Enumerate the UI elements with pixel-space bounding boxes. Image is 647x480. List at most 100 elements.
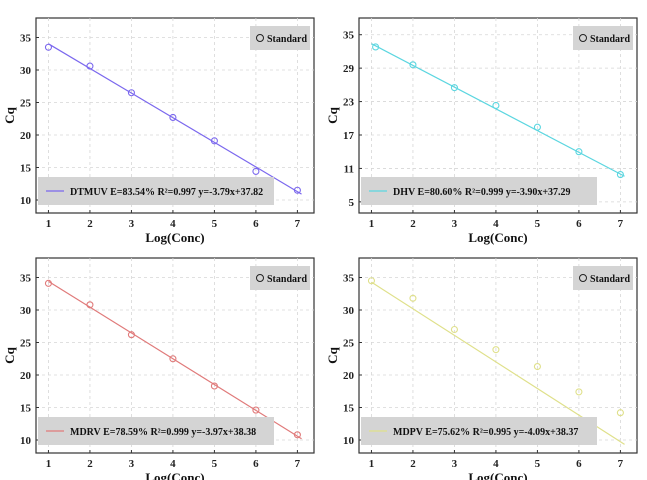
chart-panel-dhv: 1 2 3 4 5 6 7 5 11 17 23 29 35 Log(Conc) Cq Standard DHV… — [323, 0, 643, 245]
y-tick-label: 35 — [343, 273, 355, 285]
y-tick-label: 10 — [20, 435, 32, 447]
y-tick-label: 17 — [343, 130, 355, 142]
legend-label: Standard — [590, 274, 630, 285]
legend-box — [573, 26, 633, 50]
x-tick-label: 7 — [295, 218, 301, 230]
legend-label: Standard — [590, 34, 630, 45]
data-point — [44, 279, 52, 287]
y-tick-label: 10 — [343, 435, 355, 447]
x-tick-label: 3 — [129, 218, 135, 230]
x-tick-label: 1 — [369, 458, 375, 470]
data-point — [293, 431, 301, 439]
x-tick-label: 6 — [253, 218, 259, 230]
data-point — [409, 61, 417, 69]
x-tick-label: 5 — [212, 218, 218, 230]
legend: Standard — [250, 266, 310, 290]
legend-box — [573, 266, 633, 290]
x-tick-label: 7 — [295, 458, 301, 470]
y-tick-label: 20 — [20, 130, 32, 142]
x-tick-label: 7 — [618, 218, 624, 230]
fit-legend-box — [38, 177, 274, 205]
legend-box — [250, 266, 310, 290]
y-axis-title: Cq — [2, 346, 17, 363]
x-tick-label: 3 — [129, 458, 135, 470]
x-tick-label: 7 — [618, 458, 624, 470]
x-tick-label: 5 — [535, 458, 541, 470]
y-axis-title: Cq — [325, 106, 340, 123]
data-point — [450, 84, 458, 92]
chart-svg-mdrv: 1 2 3 4 5 6 7 10 15 20 25 30 35 Log(Conc) Cq Standard MD… — [2, 257, 315, 480]
data-point — [252, 167, 260, 175]
data-point — [533, 363, 541, 371]
x-tick-label: 2 — [410, 458, 416, 470]
x-tick-label: 1 — [369, 218, 375, 230]
y-tick-label: 20 — [343, 370, 355, 382]
y-tick-label: 15 — [343, 403, 355, 415]
x-tick-label: 2 — [87, 218, 93, 230]
x-tick-label: 4 — [170, 218, 176, 230]
y-tick-label: 5 — [349, 197, 355, 209]
fit-legend-label: DTMUV E=83.54% R²=0.997 y=-3.79x+37.82 — [70, 187, 263, 198]
x-tick-label: 6 — [253, 458, 259, 470]
y-tick-label: 25 — [20, 98, 32, 110]
fit-legend: MDPV E=75.62% R²=0.995 y=-4.09x+38.37 — [361, 417, 597, 445]
x-tick-label: 1 — [46, 458, 52, 470]
x-tick-label: 4 — [493, 458, 499, 470]
chart-panel-dtmuv: 1 2 3 4 5 6 7 10 15 20 25 30 35 Log(Conc) Cq Standard DT… — [0, 0, 320, 245]
x-tick-label: 3 — [452, 458, 458, 470]
data-point — [409, 294, 417, 302]
data-point — [127, 89, 135, 97]
chart-panel-mdrv: 1 2 3 4 5 6 7 10 15 20 25 30 35 Log(Conc) Cq Standard MD… — [0, 240, 320, 480]
chart-svg-dhv: 1 2 3 4 5 6 751117232935Log(Conc)CqStandardDHV… — [325, 17, 638, 245]
data-point — [86, 62, 94, 70]
regression-line — [371, 43, 625, 177]
fit-legend-label: MDRV E=78.59% R²=0.999 y=-3.97x+38.38 — [70, 427, 256, 438]
data-point — [86, 301, 94, 309]
x-tick-label: 6 — [576, 218, 582, 230]
legend: Standard — [573, 26, 633, 50]
x-tick-label: 5 — [212, 458, 218, 470]
x-axis-title: Log(Conc) — [468, 470, 527, 480]
x-tick-label: 1 — [46, 218, 52, 230]
y-axis-title: Cq — [2, 106, 17, 123]
y-tick-label: 20 — [20, 370, 32, 382]
y-tick-label: 35 — [20, 273, 32, 285]
fit-legend-box — [361, 177, 597, 205]
data-point — [169, 355, 177, 363]
x-axis-title: Log(Conc) — [145, 230, 204, 245]
x-tick-label: 3 — [452, 218, 458, 230]
fit-legend: DHV E=80.60% R²=0.999 y=-3.90x+37.29 — [361, 177, 597, 205]
data-point — [533, 123, 541, 131]
legend-marker — [579, 34, 587, 42]
y-tick-label: 35 — [20, 33, 32, 45]
x-axis-title: Log(Conc) — [145, 470, 204, 480]
chart-svg-mdpv: 1 2 3 4 5 6 7 10 15 20 25 30 35 Log(Conc) Cq Standard MD… — [325, 257, 638, 480]
legend-marker — [579, 274, 587, 282]
x-tick-label: 4 — [493, 218, 499, 230]
y-tick-label: 11 — [344, 163, 354, 175]
data-point — [575, 148, 583, 156]
x-tick-label: 2 — [410, 218, 416, 230]
legend-marker — [256, 274, 264, 282]
x-tick-label: 6 — [576, 458, 582, 470]
y-tick-label: 29 — [343, 63, 355, 75]
x-tick-label: 5 — [535, 218, 541, 230]
data-point — [252, 406, 260, 414]
x-axis-title: Log(Conc) — [468, 230, 527, 245]
data-point — [169, 113, 177, 121]
y-tick-label: 35 — [343, 30, 355, 42]
y-tick-label: 15 — [20, 403, 32, 415]
y-tick-label: 30 — [20, 305, 32, 317]
data-point — [575, 388, 583, 396]
fit-legend-box — [361, 417, 597, 445]
y-tick-label: 25 — [20, 338, 32, 350]
data-point — [367, 277, 375, 285]
legend-box — [250, 26, 310, 50]
data-point — [210, 382, 218, 390]
chart-panel-mdpv: 1 2 3 4 5 6 7 10 15 20 25 30 35 Log(Conc) Cq Standard MD… — [323, 240, 643, 480]
data-point — [492, 346, 500, 354]
y-tick-label: 23 — [343, 97, 355, 109]
y-tick-label: 25 — [343, 338, 355, 350]
legend-label: Standard — [267, 274, 307, 285]
